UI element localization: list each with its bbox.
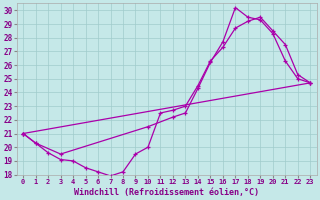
X-axis label: Windchill (Refroidissement éolien,°C): Windchill (Refroidissement éolien,°C)	[74, 188, 259, 197]
